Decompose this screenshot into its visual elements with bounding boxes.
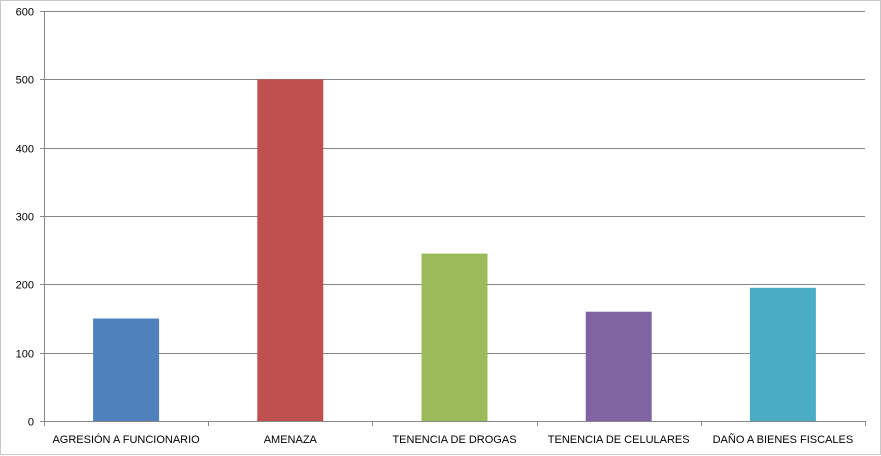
x-tick-label: TENENCIA DE CELULARES [548,434,690,446]
x-tick-label: AGRESIÓN A FUNCIONARIO [52,433,200,446]
bar-4 [585,311,652,421]
y-tick-label: 100 [16,349,34,361]
bars [93,79,816,422]
axes [40,11,866,426]
x-tick-label: TENENCIA DE DROGAS [392,434,516,446]
bar-3 [421,253,488,421]
bar-1 [93,318,160,421]
bar-2 [257,79,324,422]
x-tick-label: DAÑO A BIENES FISCALES [713,433,854,446]
y-tick-label: 600 [16,7,34,19]
gridlines [44,11,865,354]
y-tick-label: 400 [16,144,34,156]
y-tick-label: 0 [28,417,34,429]
tick-labels: 0 100 200 300 400 500 600 AGRESIÓN A FUNCIONARI… [16,7,854,447]
x-tick-label: AMENAZA [264,434,318,446]
bar-5 [749,287,816,422]
y-tick-label: 300 [16,212,34,224]
y-tick-label: 500 [16,75,34,87]
y-tick-label: 200 [16,280,34,292]
